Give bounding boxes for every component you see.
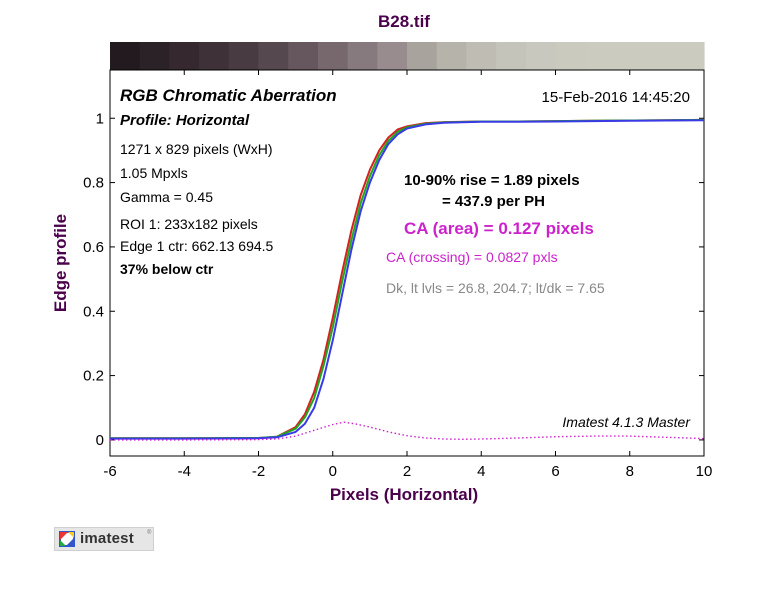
y-axis-label: Edge profile	[51, 214, 70, 312]
ca-crossing-text: CA (crossing) = 0.0827 pxls	[386, 249, 558, 265]
gradient-swatch	[377, 42, 408, 70]
x-tick-label: -4	[178, 463, 191, 480]
y-tick-label: 0.8	[83, 175, 104, 192]
series-line-ca	[110, 421, 705, 441]
gradient-swatch	[674, 42, 705, 70]
y-axis: 0 0.2 0.4 0.6 0.8 1	[83, 110, 704, 449]
series-layer	[110, 118, 705, 441]
imatest-logo: imatest ®	[54, 527, 154, 551]
heading-text: RGB Chromatic Aberration	[120, 86, 337, 105]
plot-area	[109, 69, 705, 457]
x-tick-label: 8	[626, 463, 634, 480]
x-tick-label: 10	[696, 463, 713, 480]
y-tick-label: 0.6	[83, 239, 104, 256]
gradient-swatch	[110, 42, 141, 70]
x-tick-label: -2	[252, 463, 265, 480]
gradient-swatch	[496, 42, 527, 70]
dk-lt-text: Dk, lt lvls = 26.8, 204.7; lt/dk = 7.65	[386, 280, 605, 296]
gradient-swatch	[555, 42, 586, 70]
gradient-swatch	[525, 42, 557, 70]
rise-text: 10-90% rise = 1.89 pixels	[404, 172, 580, 189]
gradient-swatch	[407, 42, 438, 70]
gradient-swatch	[317, 42, 349, 70]
gradient-swatch	[139, 42, 170, 70]
imatest-logo-text: imatest	[80, 530, 134, 547]
y-tick-label: 0.2	[83, 368, 104, 385]
gradient-swatch	[199, 42, 230, 70]
gradient-swatch	[436, 42, 467, 70]
gradient-swatch	[466, 42, 497, 70]
x-tick-label: 0	[329, 463, 337, 480]
gradient-swatch	[347, 42, 378, 70]
gradient-swatch	[288, 42, 319, 70]
x-tick-label: 6	[551, 463, 559, 480]
series-line-blue	[110, 119, 705, 440]
x-tick-label: -6	[103, 463, 116, 480]
chart-title: B28.tif	[378, 12, 430, 31]
y-tick-label: 0	[96, 432, 104, 449]
y-tick-label: 1	[96, 110, 104, 127]
x-tick-label: 4	[477, 463, 485, 480]
imatest-logo-icon	[59, 531, 75, 547]
x-axis: -6 -4 -2 0 2 4 6 8 10	[103, 70, 712, 480]
gradient-swatch	[585, 42, 616, 70]
trademark-mark: ®	[147, 530, 152, 536]
gradient-swatch	[258, 42, 289, 70]
watermark-text: Imatest 4.1.3 Master	[562, 414, 691, 430]
ca-area-text: CA (area) = 0.127 pixels	[404, 219, 594, 238]
per-ph-text: = 437.9 per PH	[442, 193, 545, 210]
gradient-swatch	[228, 42, 260, 70]
info-line: Gamma = 0.45	[120, 189, 213, 205]
gradient-bar	[110, 42, 705, 70]
gradient-swatch	[614, 42, 646, 70]
profile-text: Profile: Horizontal	[120, 112, 250, 129]
gradient-swatch	[169, 42, 200, 70]
info-line: 1.05 Mpxls	[120, 165, 188, 181]
timestamp-text: 15-Feb-2016 14:45:20	[542, 89, 690, 106]
info-line: Edge 1 ctr: 662.13 694.5	[120, 238, 274, 254]
gradient-swatch	[644, 42, 675, 70]
y-tick-label: 0.4	[83, 303, 104, 320]
x-axis-label: Pixels (Horizontal)	[330, 485, 478, 504]
info-line: 1271 x 829 pixels (WxH)	[120, 141, 273, 157]
x-tick-label: 2	[403, 463, 411, 480]
below-ctr-text: 37% below ctr	[120, 261, 214, 277]
info-line: ROI 1: 233x182 pixels	[120, 216, 258, 232]
